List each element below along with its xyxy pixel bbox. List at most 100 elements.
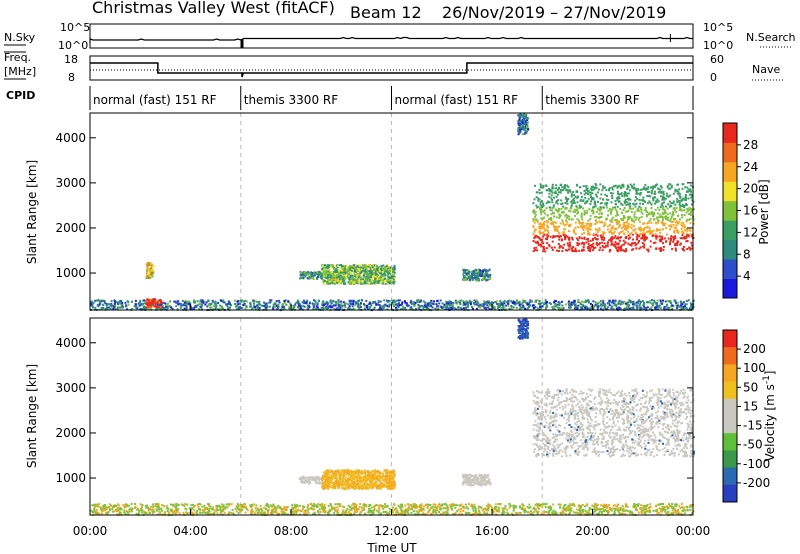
scatter-cell [326, 267, 329, 269]
scatter-cell [576, 197, 579, 199]
scatter-cell [646, 191, 649, 193]
scatter-cell [596, 308, 599, 310]
scatter-cell [599, 197, 602, 200]
scatter-cell [532, 307, 535, 309]
scatter-cell [555, 216, 558, 219]
scatter-cell [179, 306, 182, 309]
scatter-cell [363, 304, 366, 307]
scatter-cell [680, 224, 683, 227]
scatter-cell [377, 276, 380, 278]
scatter-cell [145, 275, 148, 278]
scatter-cell [686, 186, 689, 189]
scatter-cell [566, 200, 569, 203]
scatter-cell [551, 185, 554, 188]
scatter-cell [611, 305, 613, 308]
scatter-cell [286, 506, 288, 508]
scatter-cell [689, 213, 692, 216]
scatter-cell [593, 186, 596, 189]
scatter-cell [579, 206, 582, 209]
scatter-cell [574, 511, 577, 514]
scatter-cell [608, 250, 611, 253]
scatter-cell [642, 229, 645, 232]
scatter-cell [209, 505, 212, 508]
scatter-cell [652, 509, 655, 512]
scatter-cell [689, 247, 692, 250]
scatter-cell [597, 305, 600, 308]
scatter-cell [205, 301, 208, 304]
scatter-cell [552, 223, 554, 226]
scatter-cell [375, 268, 378, 270]
scatter-cell [568, 215, 571, 218]
scatter-cell [513, 301, 515, 304]
scatter-cell [329, 504, 332, 507]
scatter-cell [611, 236, 613, 239]
scatter-cell [656, 512, 659, 515]
scatter-cell [635, 189, 638, 192]
scatter-cell [490, 505, 493, 508]
scatter-cell [445, 301, 448, 304]
scatter-cell [108, 503, 111, 506]
scatter-cell [615, 219, 618, 222]
scatter-cell [557, 191, 560, 194]
scatter-cell [320, 272, 323, 275]
scatter-cell [578, 204, 581, 207]
scatter-cell [690, 210, 692, 213]
scatter-cell [674, 505, 677, 508]
scatter-cell [685, 235, 688, 238]
scatter-cell [634, 199, 637, 202]
scatter-cell [652, 229, 655, 232]
scatter-cell [131, 308, 134, 310]
scatter-cell [362, 274, 365, 277]
scatter-cell [374, 268, 377, 271]
scatter-cell [301, 301, 304, 304]
scatter-cell [158, 306, 161, 309]
scatter-cell [609, 229, 612, 232]
scatter-cell [152, 271, 155, 274]
scatter-cell [538, 198, 541, 201]
scatter-cell [502, 510, 505, 513]
scatter-cell [625, 192, 628, 195]
scatter-cell [593, 200, 596, 203]
scatter-cell [673, 226, 676, 229]
scatter-cell [641, 509, 644, 512]
scatter-cell [418, 306, 421, 308]
scatter-cell [348, 276, 351, 279]
scatter-cell [592, 239, 594, 242]
scatter-cell [649, 245, 652, 248]
scatter-cell [125, 305, 128, 308]
scatter-cell [169, 300, 172, 303]
scatter-cell [147, 305, 150, 308]
scatter-cell [105, 304, 108, 307]
scatter-cell [388, 305, 391, 308]
scatter-cell [281, 302, 284, 305]
scatter-cell [590, 244, 593, 246]
scatter-cell [649, 201, 652, 204]
scatter-cell [349, 272, 351, 275]
scatter-cell [386, 280, 388, 283]
scatter-cell [555, 184, 558, 187]
scatter-cell [672, 506, 675, 509]
scatter-cell [236, 503, 239, 506]
scatter-cell [149, 302, 152, 304]
scatter-cell [678, 199, 680, 202]
scatter-cell [340, 265, 343, 268]
scatter-cell [620, 217, 623, 220]
scatter-cell [532, 202, 535, 205]
scatter-cell [564, 201, 567, 204]
scatter-cell [220, 305, 223, 308]
scatter-cell [542, 186, 545, 189]
scatter-cell [634, 187, 637, 190]
scatter-cell [576, 209, 579, 211]
scatter-cell [692, 222, 695, 225]
scatter-cell [623, 249, 625, 252]
scatter-cell [582, 185, 585, 188]
scatter-cell [158, 307, 161, 310]
scatter-cell [359, 302, 362, 305]
scatter-cell [574, 214, 577, 217]
scatter-cell [196, 304, 199, 307]
scatter-cell [496, 303, 499, 305]
scatter-cell [614, 219, 617, 222]
scatter-cell [483, 276, 486, 279]
scatter-cell [486, 274, 489, 277]
scatter-cell [356, 265, 359, 268]
